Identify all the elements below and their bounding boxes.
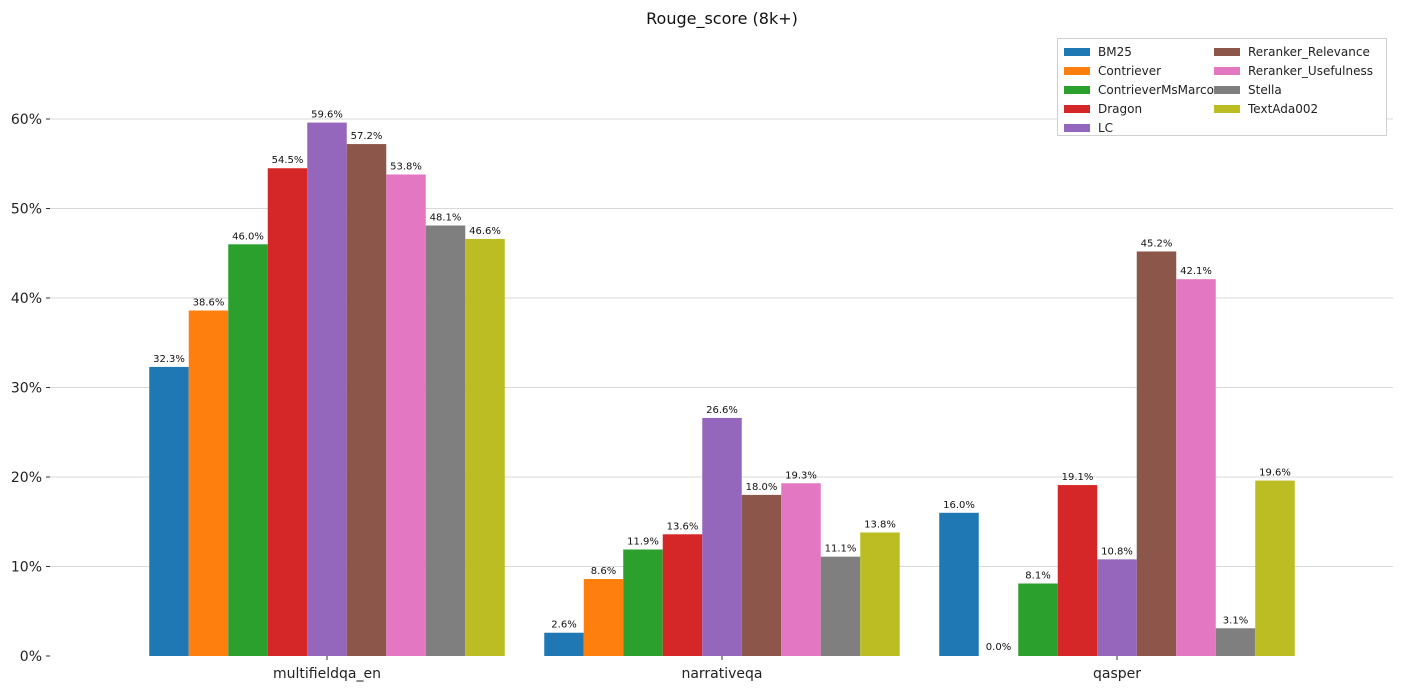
bar-value-label: 0.0%: [986, 642, 1011, 653]
legend-label: Reranker_Usefulness: [1248, 63, 1373, 78]
bar-bm25-multifieldqa-en: [149, 366, 189, 656]
legend-label: TextAda002: [1248, 101, 1319, 116]
bar-value-label: 54.5%: [272, 155, 304, 166]
bar-value-label: 3.1%: [1223, 615, 1248, 626]
legend-label: LC: [1098, 120, 1114, 135]
bar-value-label: 19.1%: [1062, 472, 1094, 483]
bar-value-label: 46.6%: [469, 226, 501, 237]
bar-bm25-narrativeqa: [544, 632, 584, 656]
legend-swatch: [1064, 104, 1090, 113]
bar-value-label: 48.1%: [430, 213, 462, 224]
y-tick-label: 20%: [11, 470, 42, 486]
bar-dragon-multifieldqa-en: [267, 168, 308, 656]
bar-value-label: 13.6%: [667, 521, 699, 532]
bar-reranker-relevance-multifieldqa-en: [346, 144, 387, 656]
bar-value-label: 26.6%: [706, 405, 738, 416]
bar-reranker-usefulness-multifieldqa-en: [386, 174, 426, 657]
legend-item: Reranker_Usefulness: [1214, 61, 1384, 80]
legend-swatch: [1214, 104, 1240, 113]
bar-value-label: 32.3%: [153, 354, 185, 365]
bar-reranker-relevance-narrativeqa: [741, 494, 782, 656]
bar-value-label: 53.8%: [390, 161, 422, 172]
bar-value-label: 38.6%: [193, 298, 225, 309]
chart-title: Rouge_score (8k+): [646, 9, 798, 29]
bar-value-label: 57.2%: [351, 131, 383, 142]
bar-contrievermsmarco-qasper: [1018, 583, 1058, 656]
bar-contrievermsmarco-multifieldqa-en: [228, 244, 268, 657]
bar-contriever-narrativeqa: [583, 579, 624, 656]
x-tick-label: narrativeqa: [681, 666, 762, 682]
bar-value-label: 59.6%: [311, 110, 343, 121]
bar-bm25-qasper: [939, 512, 979, 656]
bar-value-label: 42.1%: [1180, 266, 1212, 277]
bar-contrievermsmarco-narrativeqa: [623, 549, 663, 656]
y-tick-label: 40%: [11, 291, 42, 307]
bar-textada002-qasper: [1255, 480, 1295, 656]
bar-dragon-qasper: [1057, 485, 1098, 656]
legend-swatch: [1064, 47, 1090, 56]
bar-reranker-relevance-qasper: [1136, 251, 1177, 656]
bar-stella-narrativeqa: [820, 556, 861, 656]
bar-lc-qasper: [1097, 559, 1137, 656]
bar-value-label: 10.8%: [1101, 546, 1133, 557]
bar-reranker-usefulness-narrativeqa: [781, 483, 821, 656]
legend-swatch: [1214, 66, 1240, 75]
y-tick-label: 10%: [11, 560, 42, 576]
legend-item: BM25: [1064, 42, 1214, 61]
bars: [149, 122, 1295, 657]
bar-lc-narrativeqa: [702, 417, 742, 656]
legend-swatch: [1214, 85, 1240, 94]
bar-textada002-narrativeqa: [860, 532, 900, 656]
bar-value-label: 11.1%: [825, 544, 857, 555]
legend-item: Reranker_Relevance: [1214, 42, 1384, 61]
bar-stella-multifieldqa-en: [425, 225, 466, 656]
bar-value-label: 13.8%: [864, 519, 896, 530]
bar-value-label: 46.0%: [232, 231, 264, 242]
legend-label: ContrieverMsMarco: [1097, 82, 1214, 97]
legend-item: Dragon: [1064, 99, 1214, 118]
legend-label: Dragon: [1098, 101, 1143, 116]
x-tick-label: qasper: [1093, 666, 1141, 682]
y-tick-label: 50%: [11, 202, 42, 218]
legend-swatch: [1064, 123, 1090, 132]
legend-swatch: [1064, 85, 1090, 94]
bar-value-label: 8.6%: [591, 566, 616, 577]
legend: BM25 Contriever ContrieverMsMarco Dragon LC R…: [1057, 38, 1387, 136]
bar-dragon-narrativeqa: [662, 534, 703, 656]
bar-value-label: 18.0%: [746, 482, 778, 493]
legend-item: Contriever: [1064, 61, 1214, 80]
legend-label: Reranker_Relevance: [1248, 44, 1370, 59]
x-tick-label: multifieldqa_en: [273, 666, 381, 682]
x-axis: multifieldqa_en narrativeqa qasper: [273, 656, 1141, 682]
bar-labels: 32.3% 38.6% 46.0% 54.5% 59.6% 57.2% 53.8% 48.1%…: [153, 110, 1291, 653]
bar-value-label: 19.3%: [785, 470, 817, 481]
bar-stella-qasper: [1215, 628, 1256, 656]
legend-label: Stella: [1248, 82, 1282, 97]
legend-label: Contriever: [1098, 63, 1162, 78]
bar-textada002-multifieldqa-en: [465, 238, 505, 656]
legend-item: ContrieverMsMarco: [1064, 80, 1214, 99]
y-tick-label: 60%: [11, 112, 42, 128]
legend-item: Stella: [1214, 80, 1384, 99]
bar-value-label: 8.1%: [1025, 571, 1050, 582]
bar-value-label: 19.6%: [1259, 468, 1291, 479]
y-axis: 0% 10% 20% 30% 40% 50% 60%: [11, 112, 50, 665]
bar-value-label: 45.2%: [1141, 238, 1173, 249]
bar-lc-multifieldqa-en: [307, 122, 347, 656]
legend-swatch: [1214, 47, 1240, 56]
bar-contriever-multifieldqa-en: [188, 310, 229, 656]
y-tick-label: 0%: [20, 649, 42, 665]
bar-value-label: 16.0%: [943, 500, 975, 511]
legend-item: LC: [1064, 118, 1214, 137]
legend-swatch: [1064, 66, 1090, 75]
legend-item: TextAda002: [1214, 99, 1384, 118]
bar-reranker-usefulness-qasper: [1176, 279, 1216, 656]
bar-value-label: 11.9%: [627, 536, 659, 547]
y-tick-label: 30%: [11, 381, 42, 397]
bar-value-label: 2.6%: [551, 620, 576, 631]
legend-label: BM25: [1098, 44, 1132, 59]
